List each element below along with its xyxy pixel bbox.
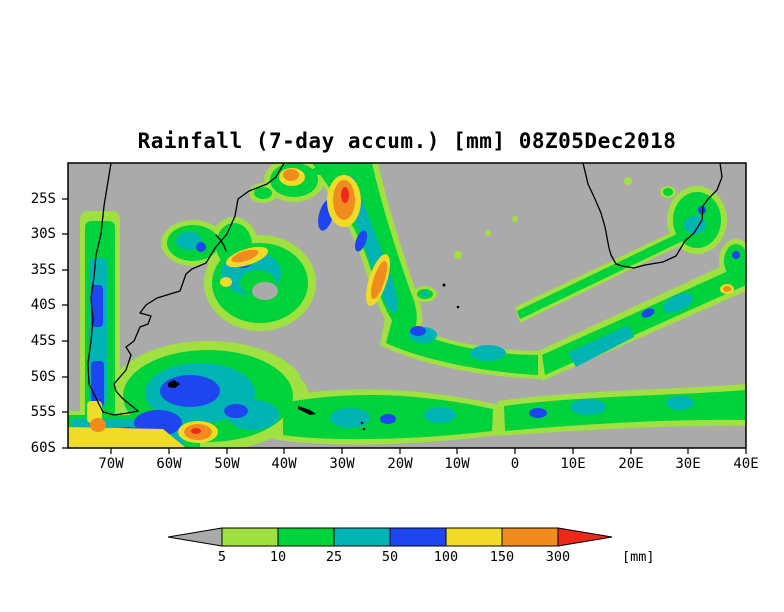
tristan-da-cunha-island xyxy=(442,283,446,287)
y-axis-ticks xyxy=(62,198,68,449)
y-tick-label-40s: 40S xyxy=(30,297,56,313)
colorbar-segment-100-150 xyxy=(445,527,503,547)
colorbar-unit-label: [mm] xyxy=(622,549,655,565)
x-tick-label-40e: 40E xyxy=(733,456,759,472)
colorbar-label-25: 25 xyxy=(325,549,343,565)
south-america-west-coast xyxy=(87,163,112,413)
map-plot-area xyxy=(68,163,746,448)
colorbar-segment-10-25 xyxy=(277,527,335,547)
falkland-islands xyxy=(168,380,180,388)
coastlines xyxy=(87,163,723,431)
south-america-east-coast xyxy=(102,163,285,416)
plot-frame-and-ticks xyxy=(62,162,747,454)
colorbar-label-10: 10 xyxy=(269,549,287,565)
south-sandwich-island xyxy=(362,427,366,431)
y-tick-label-45s: 45S xyxy=(30,333,56,349)
colorbar-segment-5-10 xyxy=(221,527,279,547)
south-sandwich-island xyxy=(360,421,364,425)
y-tick-label-60s: 60S xyxy=(30,440,56,456)
lagoon-mark xyxy=(215,234,227,252)
colorbar-arrow-below-5 xyxy=(167,527,223,547)
colorbar-segment-25-50 xyxy=(333,527,391,547)
colorbar-arrow-above-300 xyxy=(557,527,613,547)
y-tick-label-55s: 55S xyxy=(30,404,56,420)
gough-island xyxy=(456,305,460,309)
x-tick-label-60w: 60W xyxy=(156,456,182,472)
y-tick-label-25s: 25S xyxy=(30,191,56,207)
x-tick-label-0: 0 xyxy=(510,456,520,472)
x-tick-label-30e: 30E xyxy=(675,456,701,472)
x-tick-label-50w: 50W xyxy=(214,456,240,472)
colorbar-label-50: 50 xyxy=(381,549,399,565)
colorbar-label-300: 300 xyxy=(545,549,571,565)
x-tick-label-40w: 40W xyxy=(271,456,297,472)
colorbar-label-150: 150 xyxy=(489,549,515,565)
africa-coast xyxy=(582,163,723,269)
y-tick-label-50s: 50S xyxy=(30,369,56,385)
x-tick-label-30w: 30W xyxy=(329,456,355,472)
colorbar-segment-150-300 xyxy=(501,527,559,547)
colorbar-label-5: 5 xyxy=(217,549,227,565)
y-tick-label-30s: 30S xyxy=(30,226,56,242)
colorbar xyxy=(167,527,613,547)
x-tick-label-20e: 20E xyxy=(618,456,644,472)
x-tick-label-10e: 10E xyxy=(560,456,586,472)
x-tick-label-70w: 70W xyxy=(98,456,124,472)
x-axis-ticks xyxy=(110,448,747,454)
x-tick-label-10w: 10W xyxy=(444,456,470,472)
dry-gaps xyxy=(300,361,352,389)
colorbar-segment-50-100 xyxy=(389,527,447,547)
rainfall-shading-above-300mm xyxy=(191,187,349,434)
colorbar-label-100: 100 xyxy=(433,549,459,565)
south-georgia-island xyxy=(298,406,316,415)
y-tick-label-35s: 35S xyxy=(30,262,56,278)
storm-dry-eye xyxy=(252,282,278,300)
chart-title: Rainfall (7-day accum.) [mm] 08Z05Dec201… xyxy=(137,129,677,153)
x-tick-label-20w: 20W xyxy=(387,456,413,472)
